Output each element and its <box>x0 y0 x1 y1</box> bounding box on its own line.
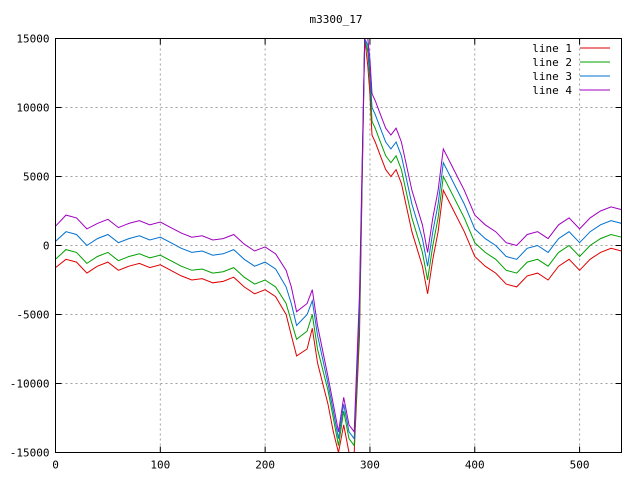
x-tick-label: 0 <box>52 459 59 472</box>
grid <box>55 38 622 453</box>
legend-label-2: line 2 <box>532 56 572 69</box>
y-tick-label: -10000 <box>10 378 50 391</box>
y-tick-label: 15000 <box>16 33 49 46</box>
series-lines <box>55 38 622 453</box>
y-tick-label: 0 <box>43 240 50 253</box>
x-tick-label: 100 <box>150 459 170 472</box>
x-tick-label: 200 <box>255 459 275 472</box>
series-line-4 <box>55 38 622 434</box>
x-tick-label: 400 <box>465 459 485 472</box>
legend-label-3: line 3 <box>532 70 572 83</box>
series-line-2 <box>55 38 622 448</box>
axis-ticks: -15000 -10000 -5000 0 5000 10000 15000 0 100 200 3… <box>10 33 622 472</box>
plot-frame <box>55 38 622 453</box>
chart-title: m3300_17 <box>310 13 363 26</box>
legend-label-1: line 1 <box>532 42 572 55</box>
series-line-3 <box>55 38 622 441</box>
y-tick-label: 5000 <box>23 171 50 184</box>
legend-label-4: line 4 <box>532 84 572 97</box>
x-tick-label: 300 <box>360 459 380 472</box>
x-tick-label: 500 <box>570 459 590 472</box>
y-tick-label: 10000 <box>16 102 49 115</box>
y-tick-label: -15000 <box>10 447 50 460</box>
y-tick-label: -5000 <box>16 309 49 322</box>
